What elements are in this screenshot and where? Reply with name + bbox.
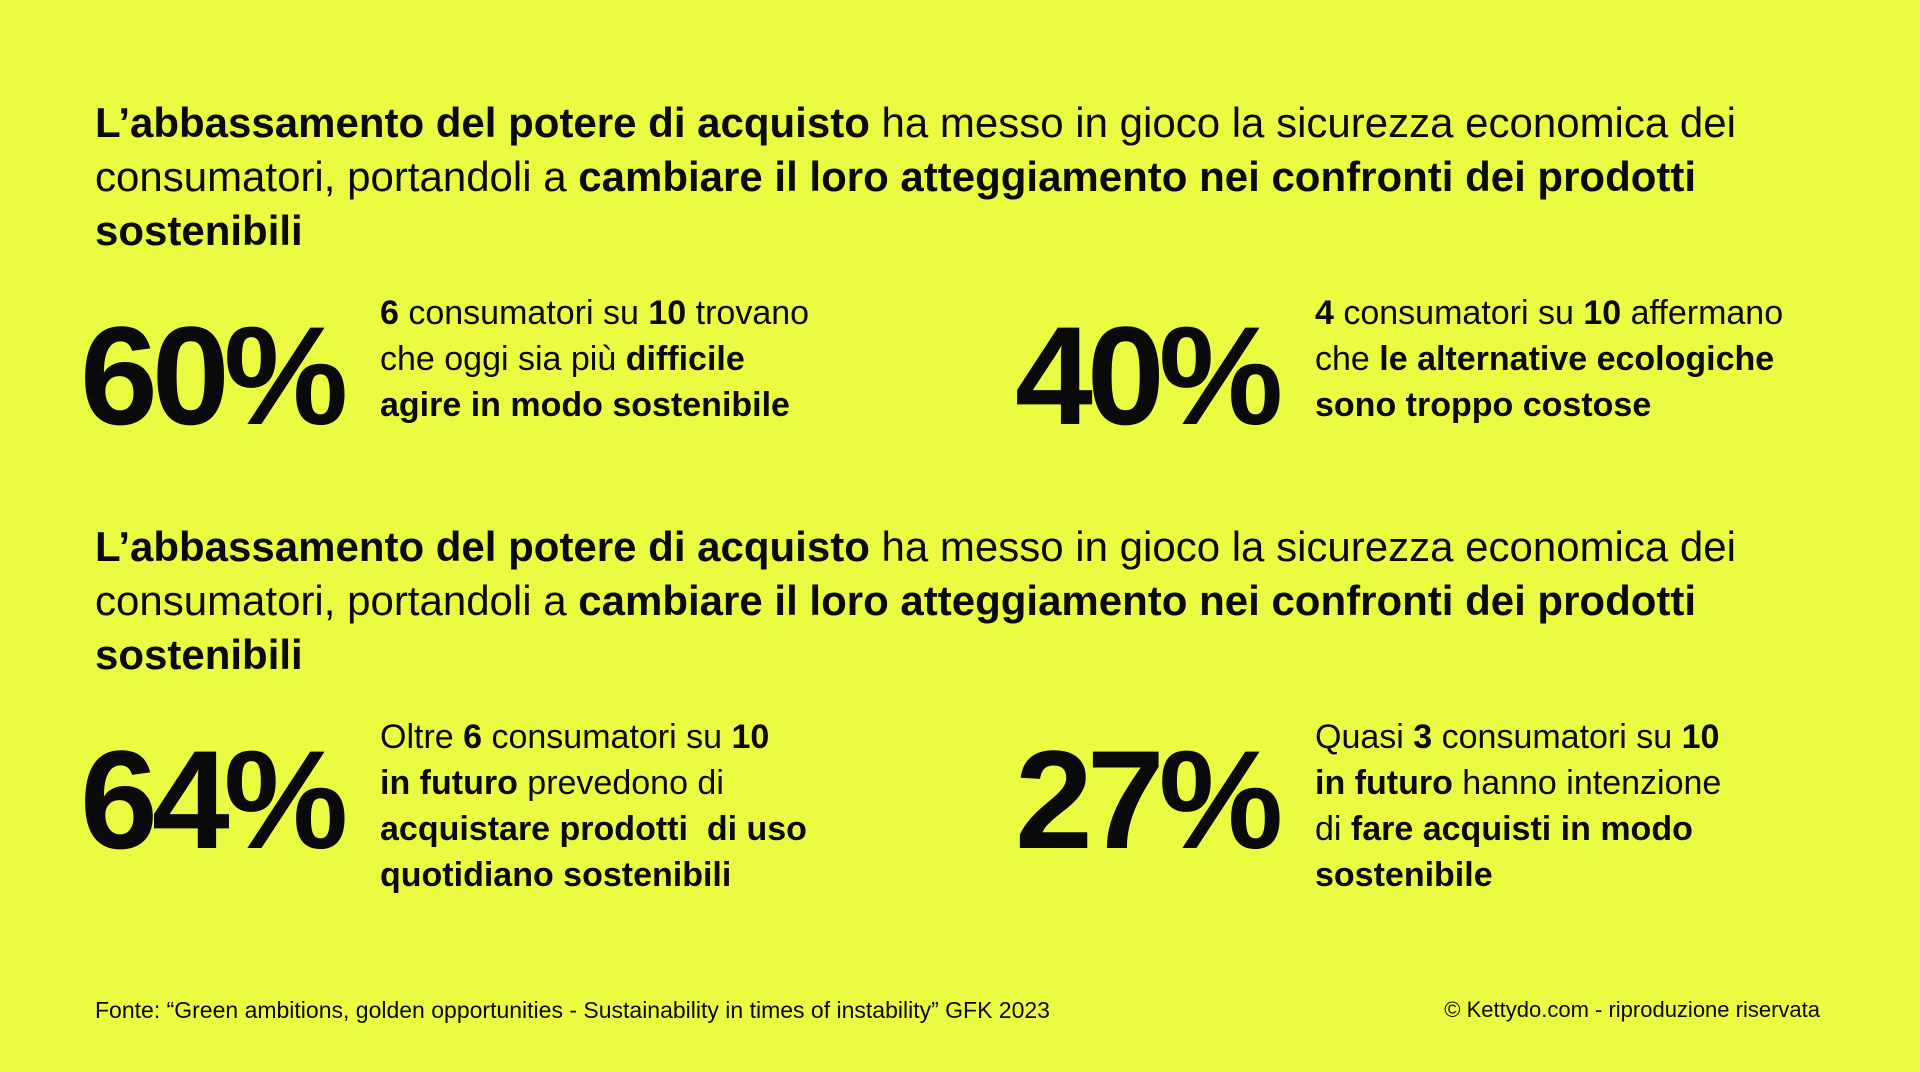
- stat-desc-bold: difficile: [625, 340, 745, 378]
- stat-description-line: che le alternative ecologiche: [1315, 336, 1783, 382]
- stat-desc-bold: 6: [380, 294, 399, 332]
- stat-description: Oltre 6 consumatori su 10 in futuro prev…: [380, 714, 807, 898]
- stat-description-line: in futuro prevedono di: [380, 760, 807, 806]
- headline-bottom-bold-2: cambiare il loro atteggiamento nei confr…: [95, 577, 1697, 678]
- stat-desc-bold: 10: [648, 294, 687, 332]
- stat-desc-bold: 3: [1413, 718, 1433, 756]
- stat-desc-text: hanno intenzione: [1452, 764, 1722, 802]
- stat-desc-text: Quasi: [1315, 718, 1414, 756]
- stat-description-line: Oltre 6 consumatori su 10: [380, 714, 807, 760]
- stat-description-line: 4 consumatori su 10 affermano: [1315, 290, 1783, 336]
- stat-desc-bold: agire in modo sostenibile: [380, 386, 790, 424]
- stat-description-line: Quasi 3 consumatori su 10: [1315, 714, 1721, 760]
- stat-desc-text: che: [1315, 340, 1380, 378]
- stat-desc-bold: acquistare prodotti di uso: [380, 810, 807, 848]
- copyright-notice: © Kettydo.com - riproduzione riservata: [1444, 997, 1820, 1022]
- stat-desc-text: affermano: [1621, 294, 1784, 332]
- headline-top: L’abbassamento del potere di acquisto ha…: [95, 96, 1855, 258]
- stat-desc-bold: 10: [1681, 718, 1720, 756]
- stat-desc-bold: le alternative ecologiche: [1379, 340, 1775, 378]
- stat-description: 6 consumatori su 10 trovano che oggi sia…: [380, 290, 809, 428]
- stat-desc-bold: 6: [463, 718, 483, 756]
- stat-description-line: in futuro hanno intenzione: [1315, 760, 1721, 806]
- headline-bottom-regular: ha messo in gioco la sicurezza economica…: [95, 523, 1736, 624]
- stat-description-line: acquistare prodotti di uso: [380, 806, 807, 852]
- headline-top-regular: ha messo in gioco la sicurezza economica…: [95, 99, 1736, 200]
- stat-description-line: che oggi sia più difficile: [380, 336, 809, 382]
- stat-value: 64%: [80, 721, 348, 878]
- stat-description-line: quotidiano sostenibili: [380, 852, 807, 898]
- stat-desc-bold: 10: [731, 718, 770, 756]
- stat-desc-bold: quotidiano sostenibili: [380, 856, 732, 894]
- stat-description-line: agire in modo sostenibile: [380, 382, 809, 428]
- stat-value: 40%: [1015, 297, 1283, 454]
- stat-desc-text: di: [1315, 810, 1351, 848]
- stat-desc-text: che oggi sia più: [380, 340, 626, 378]
- stat-desc-bold: fare acquisti in modo: [1350, 810, 1693, 848]
- headline-bottom: L’abbassamento del potere di acquisto ha…: [95, 520, 1855, 682]
- stat-description-line: sono troppo costose: [1315, 382, 1783, 428]
- stat-description-line: sostenibile: [1315, 852, 1721, 898]
- headline-bottom-bold-1: L’abbassamento del potere di acquisto: [95, 523, 870, 570]
- stat-description-line: 6 consumatori su 10 trovano: [380, 290, 809, 336]
- stat-description: 4 consumatori su 10 affermano che le alt…: [1315, 290, 1783, 428]
- stat-desc-text: consumatori su: [1333, 294, 1584, 332]
- stat-desc-text: prevedono di: [517, 764, 724, 802]
- stat-desc-text: consumatori su: [1432, 718, 1682, 756]
- stat-description: Quasi 3 consumatori su 10 in futuro hann…: [1315, 714, 1721, 898]
- stat-desc-bold: sostenibile: [1315, 856, 1493, 894]
- stat-desc-text: consumatori su: [398, 294, 649, 332]
- stat-desc-bold: 4: [1315, 294, 1334, 332]
- stat-desc-text: trovano: [686, 294, 810, 332]
- stat-desc-text: consumatori su: [482, 718, 732, 756]
- stat-desc-bold: in futuro: [1315, 764, 1453, 802]
- stat-desc-bold: sono troppo costose: [1315, 386, 1652, 424]
- stat-desc-text: Oltre: [380, 718, 464, 756]
- stat-description-line: di fare acquisti in modo: [1315, 806, 1721, 852]
- stat-desc-bold: 10: [1583, 294, 1622, 332]
- headline-top-bold-1: L’abbassamento del potere di acquisto: [95, 99, 870, 146]
- stat-value: 27%: [1015, 721, 1283, 878]
- stat-value: 60%: [80, 297, 348, 454]
- headline-top-bold-2: cambiare il loro atteggiamento nei confr…: [95, 153, 1697, 254]
- stat-desc-bold: in futuro: [380, 764, 518, 802]
- source-citation: Fonte: “Green ambitions, golden opportun…: [95, 997, 1050, 1023]
